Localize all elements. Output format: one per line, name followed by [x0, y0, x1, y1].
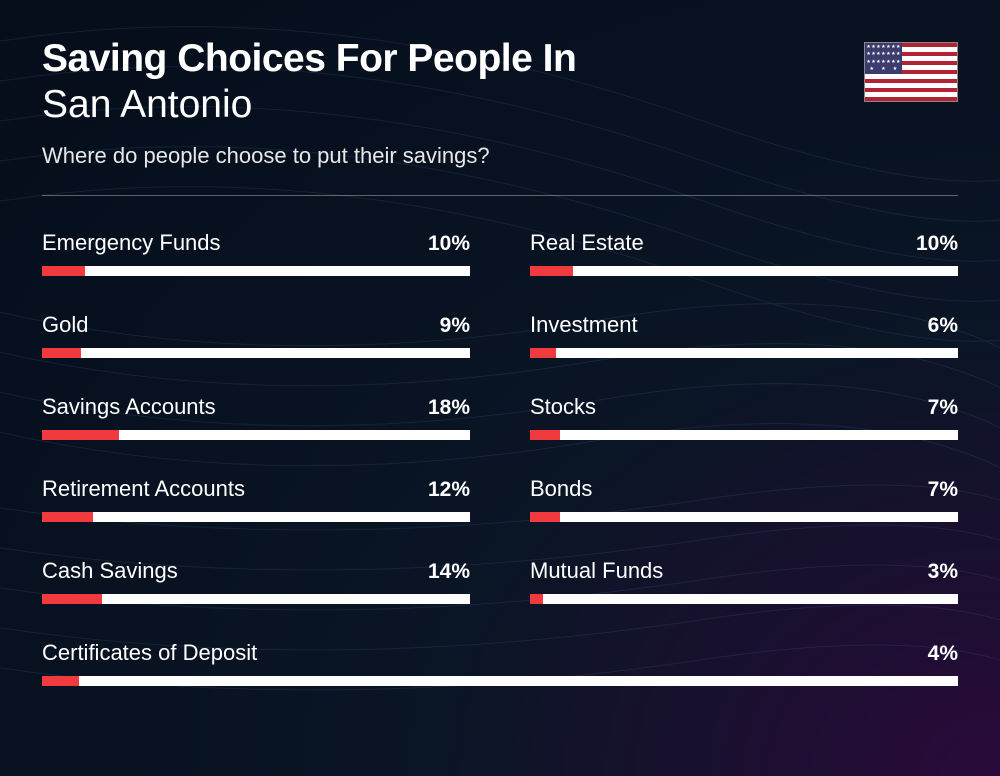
- bar-value: 6%: [928, 314, 958, 338]
- bar-item: Bonds 7%: [530, 476, 958, 522]
- bar-item: Retirement Accounts 12%: [42, 476, 470, 522]
- bar-value: 10%: [916, 232, 958, 256]
- bar-item: Savings Accounts 18%: [42, 394, 470, 440]
- bar-fill: [530, 348, 556, 358]
- bar-track: [42, 512, 470, 522]
- bar-label: Gold: [42, 312, 88, 338]
- bar-track: [42, 348, 470, 358]
- bar-label: Stocks: [530, 394, 596, 420]
- bar-value: 9%: [440, 314, 470, 338]
- bar-fill: [530, 594, 543, 604]
- bar-item: Gold 9%: [42, 312, 470, 358]
- bar-value: 3%: [928, 560, 958, 584]
- subtitle: Where do people choose to put their savi…: [42, 143, 864, 169]
- bar-fill: [42, 594, 102, 604]
- bar-label: Real Estate: [530, 230, 644, 256]
- bar-value: 18%: [428, 396, 470, 420]
- bar-item: Cash Savings 14%: [42, 558, 470, 604]
- us-flag-icon: ★★★★★★★★★★★★★★★★★★★★★★★★: [864, 42, 958, 102]
- bar-value: 10%: [428, 232, 470, 256]
- bar-item: Mutual Funds 3%: [530, 558, 958, 604]
- bar-track: [530, 348, 958, 358]
- bar-track: [42, 430, 470, 440]
- bar-fill: [530, 512, 560, 522]
- bar-fill: [42, 512, 93, 522]
- bar-label: Certificates of Deposit: [42, 640, 257, 666]
- bar-track: [530, 512, 958, 522]
- bar-fill: [42, 348, 81, 358]
- bar-fill: [42, 676, 79, 686]
- bar-item: Investment 6%: [530, 312, 958, 358]
- bar-item: Stocks 7%: [530, 394, 958, 440]
- bar-fill: [42, 430, 119, 440]
- bar-item: Emergency Funds 10%: [42, 230, 470, 276]
- bar-value: 7%: [928, 396, 958, 420]
- bar-item: Certificates of Deposit 4%: [42, 640, 958, 686]
- bar-track: [530, 266, 958, 276]
- bar-label: Investment: [530, 312, 638, 338]
- bar-track: [42, 266, 470, 276]
- bar-track: [42, 594, 470, 604]
- bar-track: [530, 594, 958, 604]
- bar-item: Real Estate 10%: [530, 230, 958, 276]
- bar-label: Retirement Accounts: [42, 476, 245, 502]
- bar-label: Cash Savings: [42, 558, 178, 584]
- bar-fill: [530, 430, 560, 440]
- divider: [42, 195, 958, 196]
- bar-track: [42, 676, 958, 686]
- bar-fill: [42, 266, 85, 276]
- bar-fill: [530, 266, 573, 276]
- bar-label: Mutual Funds: [530, 558, 663, 584]
- header: Saving Choices For People In San Antonio…: [42, 38, 958, 169]
- title-line-2: San Antonio: [42, 83, 864, 127]
- bar-value: 7%: [928, 478, 958, 502]
- bar-value: 14%: [428, 560, 470, 584]
- bars-grid: Emergency Funds 10% Real Estate 10% Gold 9% In…: [42, 230, 958, 686]
- bar-value: 12%: [428, 478, 470, 502]
- bar-value: 4%: [928, 642, 958, 666]
- bar-label: Bonds: [530, 476, 592, 502]
- title-line-1: Saving Choices For People In: [42, 38, 864, 81]
- bar-label: Emergency Funds: [42, 230, 221, 256]
- bar-label: Savings Accounts: [42, 394, 216, 420]
- bar-track: [530, 430, 958, 440]
